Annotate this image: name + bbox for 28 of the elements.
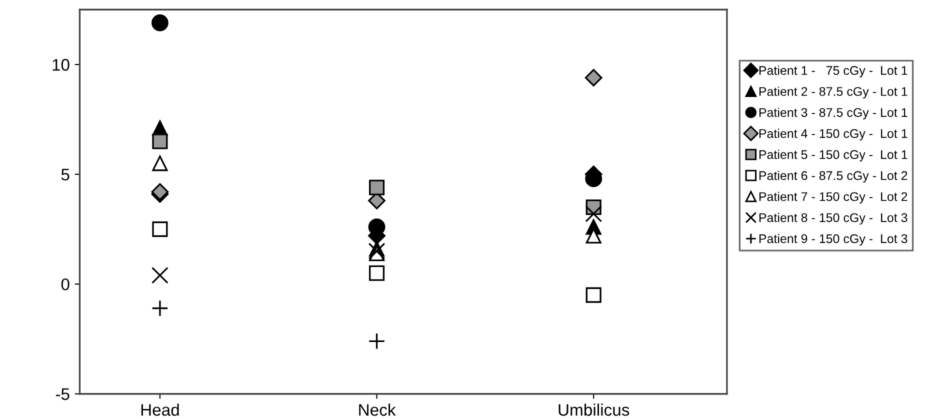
point [585, 205, 602, 222]
point [369, 180, 385, 196]
y-tick-label: -5 [56, 388, 70, 400]
legend-label: Patient 3 - 87.5 cGy - Lot 1 [759, 108, 908, 120]
point [152, 156, 168, 172]
y-tick-label: 0 [61, 278, 70, 290]
point [151, 14, 168, 32]
y-tick-label: 10 [52, 58, 70, 71]
legend-label: Patient 7 - 150 cGy - Lot 2 [759, 192, 908, 204]
point [369, 265, 385, 281]
legend-label: Patient 4 - 150 cGy - Lot 1 [759, 128, 908, 140]
point [368, 332, 386, 350]
legend-label: Patient 5 - 150 cGy - Lot 1 [759, 150, 908, 162]
x-tick-label: Umbilicus [558, 404, 630, 416]
legend-label: Patient 9 - 150 cGy - Lot 3 [759, 234, 908, 246]
point [152, 221, 168, 237]
legend-label: Patient 6 - 87.5 cGy - Lot 2 [759, 170, 908, 182]
point [151, 300, 168, 317]
legend-label: Patient 8 - 150 cGy - Lot 3 [759, 212, 908, 225]
legend-label: Patient 1 - 75 cGy - Lot 1 [759, 66, 908, 78]
legend-label: Patient 2 - 87.5 cGy - Lot 1 [759, 86, 908, 98]
point [152, 134, 168, 150]
point [151, 266, 168, 284]
y-tick-label: 5 [61, 168, 70, 181]
point [586, 287, 602, 303]
x-tick-label: Neck [359, 404, 396, 416]
x-tick-label: Head [141, 404, 179, 416]
point [584, 69, 602, 86]
